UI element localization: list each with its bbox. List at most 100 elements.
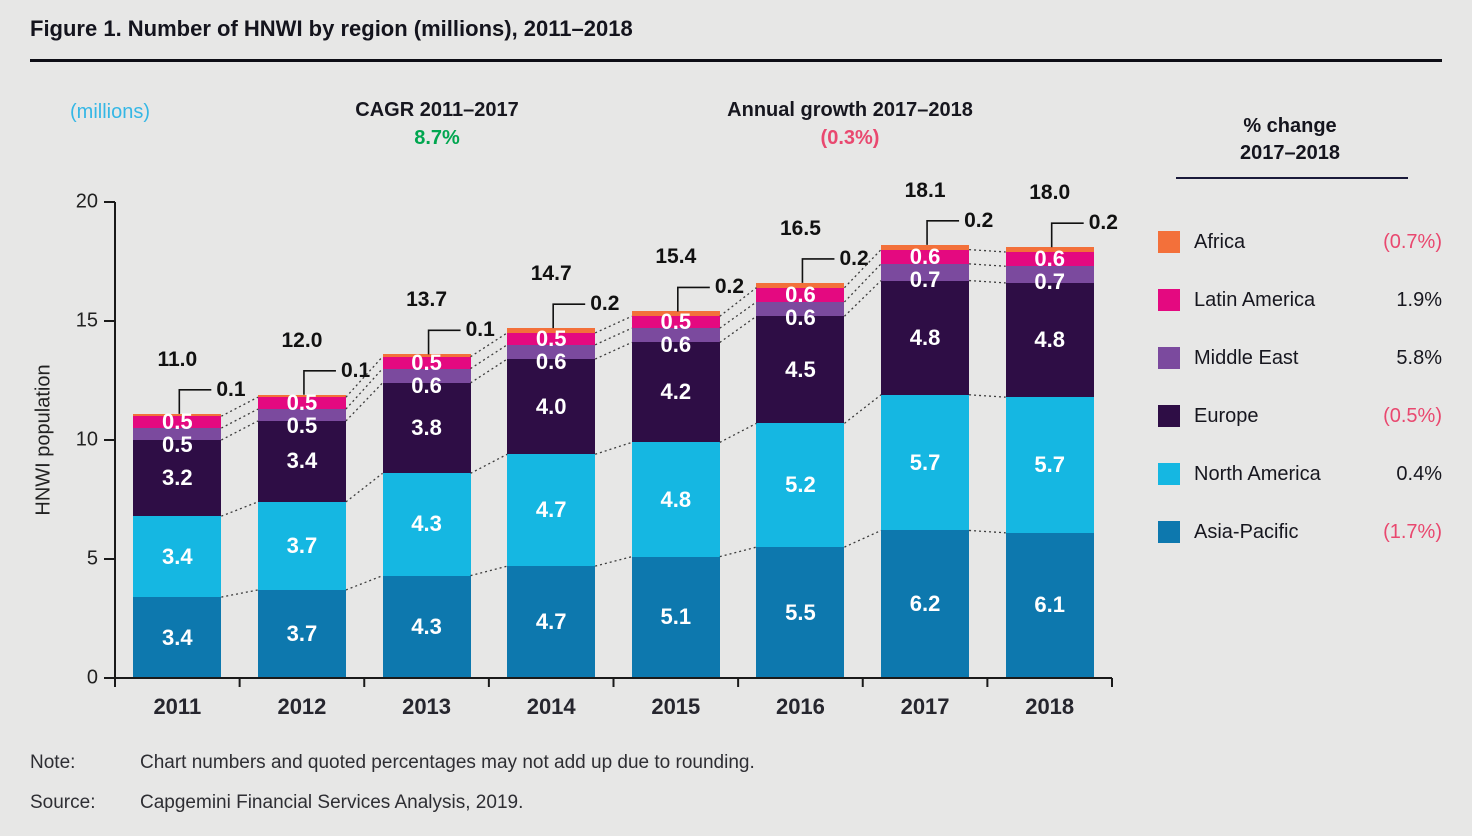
connector-line	[844, 529, 882, 548]
segment-value-label: 0.6	[909, 243, 941, 269]
bar-segment-2016-latin-america	[756, 287, 845, 302]
segment-value-label: 6.1	[1034, 592, 1065, 618]
segment-value-label: 3.4	[162, 543, 193, 569]
pct-change-line1: % change	[1243, 115, 1337, 137]
segment-value-label: 5.2	[785, 472, 816, 498]
legend-swatch	[1158, 463, 1180, 485]
bar-segment-2017-africa	[881, 244, 970, 250]
bar-segment-2012-africa	[257, 394, 346, 398]
connector-line	[345, 472, 383, 503]
segment-value-label: 3.7	[286, 532, 318, 558]
bar-segment-2013-europe	[382, 382, 471, 474]
segment-value-label: 4.8	[909, 324, 941, 350]
legend-swatch	[1158, 347, 1180, 369]
x-tick-label-2016: 2016	[775, 694, 825, 719]
segment-value-label: 0.6	[785, 281, 816, 307]
bar-segment-2013-north-america	[382, 473, 471, 576]
bar-segment-2018-north-america	[1005, 397, 1094, 533]
bar-segment-2014-middle-east	[507, 344, 596, 360]
y-tick-label: 10	[75, 428, 98, 451]
legend-label: North America	[1194, 462, 1321, 485]
segment-value-label: 0.7	[909, 266, 941, 292]
legend-item-europe: Europe (0.5%)	[1158, 398, 1442, 434]
bar-segment-2018-middle-east	[1005, 266, 1094, 283]
segment-value-label: 3.4	[286, 448, 318, 474]
callout-value-label: 0.2	[1088, 211, 1118, 235]
x-tick-label-2012: 2012	[277, 694, 327, 719]
bar-segment-2015-north-america	[631, 442, 720, 557]
connector-line	[843, 280, 882, 317]
segment-value-label: 4.8	[1034, 327, 1065, 353]
legend-item-latin-america: Latin America 1.9%	[1158, 282, 1442, 318]
segment-value-label: 0.6	[411, 372, 442, 398]
legend-item-africa: Africa (0.7%)	[1158, 224, 1442, 260]
bar-segment-2015-asia-pacific	[631, 556, 720, 678]
bar-segment-2014-north-america	[507, 454, 596, 567]
bar-total-label: 15.4	[655, 245, 697, 269]
connector-line	[594, 315, 633, 334]
connector-line	[594, 441, 633, 455]
bar-segment-2012-latin-america	[257, 397, 346, 410]
annual-growth-value: (0.3%)	[820, 127, 880, 149]
bar-total-label: 18.0	[1029, 181, 1071, 205]
bar-segment-2011-latin-america	[133, 416, 222, 429]
figure-title: Figure 1. Number of HNWI by region (mill…	[30, 16, 633, 41]
legend-item-middle-east: Middle East 5.8%	[1158, 340, 1442, 376]
bar-segment-2017-north-america	[881, 394, 970, 531]
segment-value-label: 0.7	[1034, 269, 1065, 295]
unit-label: (millions)	[70, 101, 150, 123]
connector-line	[969, 263, 1006, 267]
callout-value-label: 0.2	[590, 292, 620, 316]
bar-segment-2012-europe	[257, 420, 346, 502]
connector-line	[844, 394, 882, 424]
segment-value-label: 4.3	[411, 511, 442, 537]
note-row: Note: Chart numbers and quoted percentage…	[30, 752, 755, 774]
bar-segment-2017-asia-pacific	[881, 530, 970, 678]
bar-segment-2011-europe	[133, 440, 222, 517]
connector-line	[595, 555, 632, 567]
x-tick-label-2018: 2018	[1025, 694, 1075, 719]
callout-elbow-line	[926, 220, 960, 245]
cagr-value: 8.7%	[414, 127, 460, 149]
bar-total-label: 16.5	[780, 216, 821, 240]
connector-line	[221, 420, 259, 441]
segment-value-label: 5.7	[1034, 451, 1065, 477]
bar-segment-2015-middle-east	[631, 328, 720, 343]
legend-swatch	[1158, 289, 1180, 311]
connector-line	[470, 344, 508, 370]
segment-value-label: 0.6	[535, 348, 567, 374]
connector-line	[719, 422, 757, 443]
segment-value-label: 5.7	[909, 449, 941, 475]
segment-value-label: 0.5	[162, 432, 193, 458]
bar-segment-2015-africa	[631, 311, 720, 317]
bar-segment-2011-north-america	[133, 516, 222, 598]
callout-value-label: 0.2	[714, 275, 745, 299]
segment-value-label: 0.6	[785, 304, 816, 330]
callout-value-label: 0.1	[216, 377, 246, 401]
bar-segment-2017-latin-america	[881, 249, 970, 264]
bar-segment-2015-latin-america	[631, 316, 720, 329]
legend-pct-value: 0.4%	[1396, 462, 1442, 485]
segment-value-label: 3.7	[286, 620, 318, 646]
bar-segment-2013-middle-east	[382, 368, 471, 383]
bar-segment-2013-latin-america	[382, 356, 471, 369]
x-tick-label-2011: 2011	[153, 694, 202, 719]
bar-segment-2012-asia-pacific	[257, 589, 346, 678]
pct-change-header: % change 2017–2018	[1240, 113, 1340, 167]
legend-pct-value: 1.9%	[1396, 288, 1442, 311]
source-text: Capgemini Financial Services Analysis, 2…	[140, 792, 524, 813]
bar-segment-2018-latin-america	[1005, 251, 1094, 267]
legend-swatch	[1158, 231, 1180, 253]
bar-total-label: 12.0	[281, 328, 323, 352]
bar-segment-2011-asia-pacific	[133, 597, 222, 678]
connector-line	[594, 341, 633, 360]
callout-elbow-line	[677, 286, 710, 312]
bar-total-label: 11.0	[157, 347, 198, 371]
callout-elbow-line	[801, 258, 835, 283]
segment-value-label: 3.8	[411, 415, 442, 441]
annual-growth-label: Annual growth 2017–2018	[727, 99, 973, 121]
segment-value-label: 4.7	[535, 497, 567, 523]
segment-value-label: 3.2	[162, 465, 193, 491]
segment-value-label: 0.5	[286, 413, 318, 439]
